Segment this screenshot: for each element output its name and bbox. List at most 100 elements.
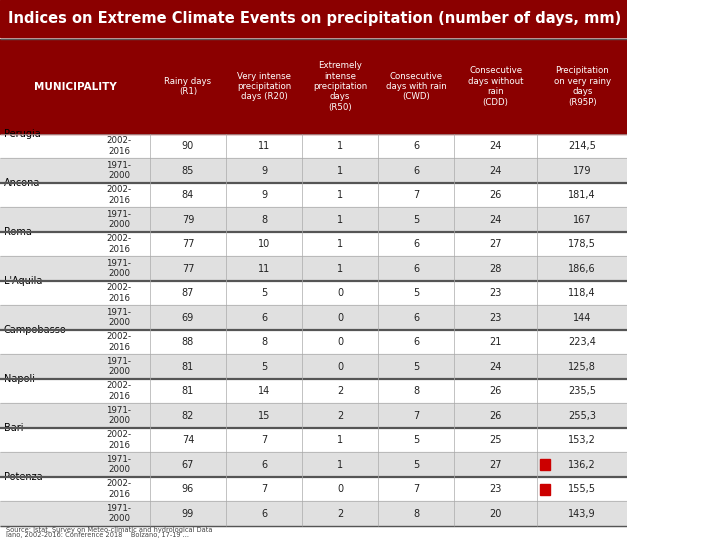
Text: 6: 6 — [261, 313, 267, 322]
Text: 2002-
2016: 2002- 2016 — [107, 284, 132, 303]
Text: 81: 81 — [182, 362, 194, 372]
Text: 5: 5 — [413, 460, 419, 470]
Text: 21: 21 — [490, 337, 502, 347]
Text: 6: 6 — [413, 313, 419, 322]
Text: Consecutive
days with rain
(CWD): Consecutive days with rain (CWD) — [386, 72, 446, 102]
Text: 25: 25 — [490, 435, 502, 445]
Text: 255,3: 255,3 — [568, 410, 596, 421]
Text: 125,8: 125,8 — [568, 362, 596, 372]
Text: 23: 23 — [490, 313, 502, 322]
Text: Ancona: Ancona — [4, 178, 40, 188]
Text: 67: 67 — [181, 460, 194, 470]
Text: 0: 0 — [337, 313, 343, 322]
Text: Iano, 2002-2016: Conference 2018    Bolzano, 17-19 ...: Iano, 2002-2016: Conference 2018 Bolzano… — [6, 532, 189, 538]
Bar — [0, 0, 627, 37]
Bar — [0, 330, 627, 354]
Text: 1971-
2000: 1971- 2000 — [107, 210, 132, 230]
Text: 1971-
2000: 1971- 2000 — [107, 406, 132, 426]
Bar — [0, 502, 627, 526]
Text: 1: 1 — [337, 435, 343, 445]
Text: 155,5: 155,5 — [568, 484, 596, 494]
Text: 23: 23 — [490, 288, 502, 298]
Text: 77: 77 — [181, 264, 194, 274]
Text: 20: 20 — [490, 509, 502, 518]
Text: 90: 90 — [182, 141, 194, 151]
Text: 6: 6 — [413, 337, 419, 347]
Bar — [0, 305, 627, 330]
Bar — [0, 379, 627, 403]
Text: 26: 26 — [490, 386, 502, 396]
Text: 7: 7 — [413, 484, 419, 494]
Text: Precipitation
on very rainy
days
(R95P): Precipitation on very rainy days (R95P) — [554, 66, 611, 107]
Text: 85: 85 — [181, 166, 194, 176]
Text: 2002-
2016: 2002- 2016 — [107, 234, 132, 254]
Text: Bari: Bari — [4, 423, 23, 433]
Text: 77: 77 — [181, 239, 194, 249]
Text: Source: Istat, Survey on Meteo-climatic and hydrological Data: Source: Istat, Survey on Meteo-climatic … — [6, 527, 213, 533]
Text: 84: 84 — [182, 190, 194, 200]
Text: 27: 27 — [490, 460, 502, 470]
Text: 15: 15 — [258, 410, 270, 421]
Text: 2002-
2016: 2002- 2016 — [107, 381, 132, 401]
Text: 223,4: 223,4 — [568, 337, 596, 347]
Bar — [540, 459, 550, 470]
Text: 6: 6 — [413, 141, 419, 151]
Text: 24: 24 — [490, 214, 502, 225]
Text: 9: 9 — [261, 190, 267, 200]
Bar — [0, 354, 627, 379]
Text: 9: 9 — [261, 166, 267, 176]
Text: 186,6: 186,6 — [568, 264, 596, 274]
Text: 99: 99 — [182, 509, 194, 518]
Text: 1: 1 — [337, 190, 343, 200]
Text: Potenza: Potenza — [4, 472, 42, 482]
Text: 7: 7 — [413, 410, 419, 421]
Text: 24: 24 — [490, 166, 502, 176]
Text: Rainy days
(R1): Rainy days (R1) — [164, 77, 212, 96]
Text: Campobasso: Campobasso — [4, 325, 66, 335]
Bar — [0, 158, 627, 183]
Text: 6: 6 — [413, 264, 419, 274]
Bar — [0, 134, 627, 158]
Text: 1971-
2000: 1971- 2000 — [107, 308, 132, 327]
Text: 1971-
2000: 1971- 2000 — [107, 161, 132, 180]
Text: Indices on Extreme Climate Events on precipitation (number of days, mm) 2/2: Indices on Extreme Climate Events on pre… — [7, 11, 652, 26]
Text: Very intense
precipitation
days (R20): Very intense precipitation days (R20) — [237, 72, 291, 102]
Text: 27: 27 — [490, 239, 502, 249]
Text: 1: 1 — [337, 239, 343, 249]
Text: 87: 87 — [181, 288, 194, 298]
Text: 118,4: 118,4 — [568, 288, 596, 298]
Text: 2002-
2016: 2002- 2016 — [107, 333, 132, 352]
Text: 8: 8 — [261, 214, 267, 225]
Text: 181,4: 181,4 — [568, 190, 596, 200]
Text: Consecutive
days without
rain
(CDD): Consecutive days without rain (CDD) — [468, 66, 523, 107]
Text: 6: 6 — [261, 460, 267, 470]
Text: L'Aquila: L'Aquila — [4, 276, 42, 286]
Text: 0: 0 — [337, 288, 343, 298]
Text: 82: 82 — [181, 410, 194, 421]
Bar — [0, 256, 627, 281]
Text: 24: 24 — [490, 141, 502, 151]
Bar — [0, 183, 627, 207]
Text: 23: 23 — [490, 484, 502, 494]
Text: 2002-
2016: 2002- 2016 — [107, 480, 132, 499]
Bar — [0, 281, 627, 305]
Text: 28: 28 — [490, 264, 502, 274]
Text: 26: 26 — [490, 190, 502, 200]
Text: 74: 74 — [181, 435, 194, 445]
Text: 5: 5 — [413, 288, 419, 298]
Text: 6: 6 — [261, 509, 267, 518]
Text: 214,5: 214,5 — [568, 141, 596, 151]
Text: 2: 2 — [337, 410, 343, 421]
Text: 1971-
2000: 1971- 2000 — [107, 357, 132, 376]
Text: 1: 1 — [337, 166, 343, 176]
Text: 0: 0 — [337, 337, 343, 347]
Text: 7: 7 — [261, 435, 267, 445]
Text: 7: 7 — [261, 484, 267, 494]
Text: 2: 2 — [337, 386, 343, 396]
Text: 2002-
2016: 2002- 2016 — [107, 185, 132, 205]
Text: 81: 81 — [182, 386, 194, 396]
Text: 2002-
2016: 2002- 2016 — [107, 430, 132, 450]
Text: 8: 8 — [413, 386, 419, 396]
Text: 1: 1 — [337, 264, 343, 274]
Bar — [540, 484, 550, 495]
